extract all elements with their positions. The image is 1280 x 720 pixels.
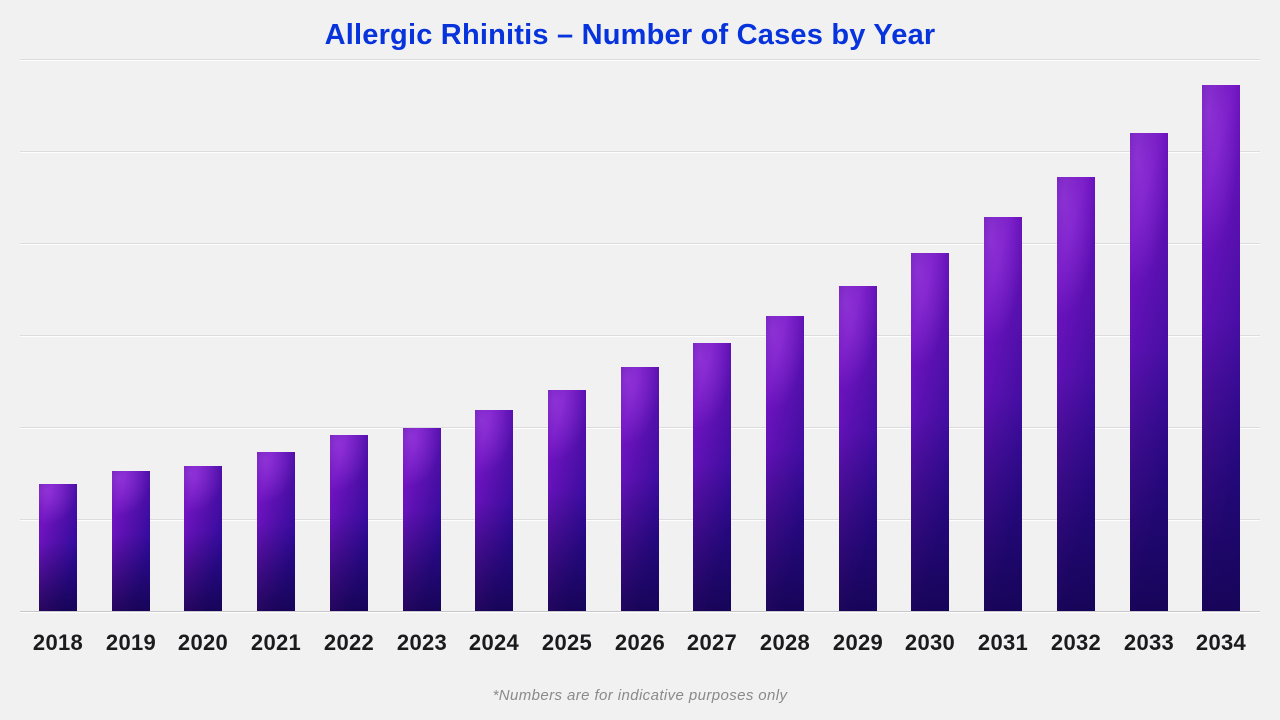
bar-2019 [112, 471, 150, 611]
x-tick-2031: 2031 [977, 630, 1029, 655]
x-tick-2032: 2032 [1050, 630, 1102, 655]
bar-2030 [911, 253, 949, 611]
bar-2018 [39, 484, 77, 611]
x-tick-2021: 2021 [250, 630, 302, 655]
x-tick-2020: 2020 [177, 630, 229, 655]
bar-2027 [693, 343, 731, 611]
bar-2029 [839, 286, 877, 611]
x-tick-2022: 2022 [323, 630, 375, 655]
x-tick-2034: 2034 [1195, 630, 1247, 655]
bar-2028 [766, 316, 804, 611]
bar-2024 [475, 410, 513, 611]
bar-2031 [984, 217, 1022, 611]
footnote: *Numbers are for indicative purposes onl… [492, 687, 788, 704]
bar-2020 [184, 466, 222, 611]
x-tick-2025: 2025 [541, 630, 593, 655]
bar-2022 [330, 435, 368, 611]
x-tick-2028: 2028 [759, 630, 811, 655]
x-tick-2027: 2027 [686, 630, 738, 655]
x-tick-2023: 2023 [396, 630, 448, 655]
gridline [20, 59, 1260, 60]
bar-2033 [1130, 133, 1168, 611]
x-axis-baseline [20, 611, 1260, 612]
bar-2025 [548, 390, 586, 611]
x-tick-2024: 2024 [468, 630, 520, 655]
bar-2034 [1202, 85, 1240, 611]
chart-title: Allergic Rhinitis – Number of Cases by Y… [324, 19, 936, 51]
x-tick-2019: 2019 [105, 630, 157, 655]
x-tick-2018: 2018 [32, 630, 84, 655]
gridline [20, 151, 1260, 152]
x-tick-2033: 2033 [1123, 630, 1175, 655]
x-tick-2030: 2030 [904, 630, 956, 655]
gridline [20, 243, 1260, 244]
bar-2023 [403, 428, 441, 611]
gridline [20, 335, 1260, 336]
bar-2021 [257, 452, 295, 611]
x-tick-2026: 2026 [614, 630, 666, 655]
x-tick-2029: 2029 [832, 630, 884, 655]
bar-2032 [1057, 177, 1095, 611]
bar-2026 [621, 367, 659, 611]
